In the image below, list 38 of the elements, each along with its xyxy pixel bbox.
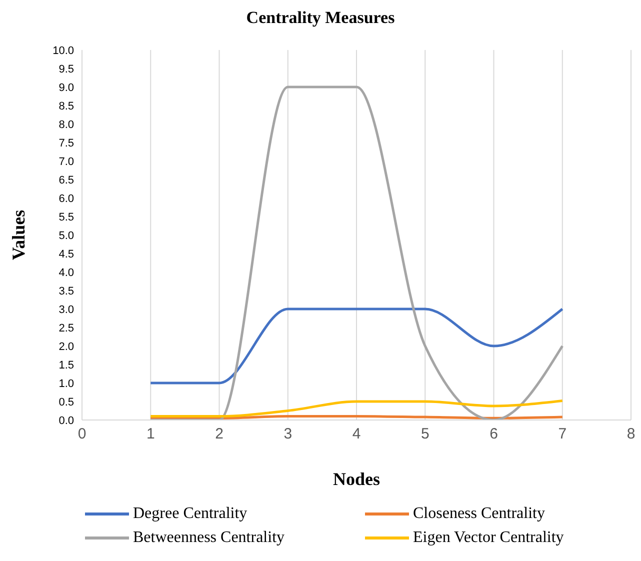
y-tick-label: 5.5	[58, 211, 74, 224]
x-tick-label: 8	[626, 426, 636, 443]
y-tick-label: 0.0	[58, 414, 74, 427]
y-tick-label: 2.0	[58, 340, 74, 353]
x-tick-label: 3	[284, 426, 292, 443]
y-tick-label: 1.5	[58, 359, 74, 372]
y-tick-label: 9.0	[58, 82, 74, 94]
y-tick-label: 1.0	[58, 378, 74, 390]
y-tick-label: 8.5	[58, 100, 74, 112]
x-tick-label: 0	[78, 426, 86, 443]
y-tick-label: 10.0	[52, 44, 74, 57]
legend-label: Eigen Vector Centrality	[413, 529, 564, 547]
y-tick-label: 9.5	[58, 63, 74, 76]
x-tick-label: 7	[558, 426, 567, 443]
y-tick-label: 3.5	[58, 285, 74, 298]
x-tick-label: 5	[420, 426, 430, 443]
y-axis-title: Values	[8, 210, 28, 260]
x-axis-title: Nodes	[332, 469, 380, 489]
x-tick-label: 6	[490, 426, 498, 443]
x-tick-label: 1	[146, 426, 155, 443]
y-tick-label: 8.0	[58, 118, 74, 131]
y-tick-label: 4.5	[58, 248, 74, 260]
legend-label: Degree Centrality	[133, 505, 248, 523]
x-tick-label: 4	[352, 426, 361, 443]
y-tick-label: 7.5	[58, 137, 74, 150]
x-tick-label: 2	[215, 426, 224, 443]
y-tick-label: 0.5	[58, 396, 74, 408]
y-tick-label: 3.0	[58, 304, 74, 316]
legend-label: Betweenness Centrality	[133, 529, 285, 547]
line-series	[149, 400, 564, 418]
y-tick-label: 6.0	[58, 192, 74, 205]
y-tick-label: 7.0	[58, 156, 74, 168]
y-tick-label: 4.0	[58, 266, 74, 279]
y-tick-label: 6.5	[58, 174, 74, 186]
y-tick-label: 5.0	[58, 230, 74, 242]
y-tick-label: 2.5	[58, 322, 74, 334]
legend-label: Closeness Centrality	[413, 505, 545, 523]
chart-title: Centrality Measures	[245, 8, 396, 28]
